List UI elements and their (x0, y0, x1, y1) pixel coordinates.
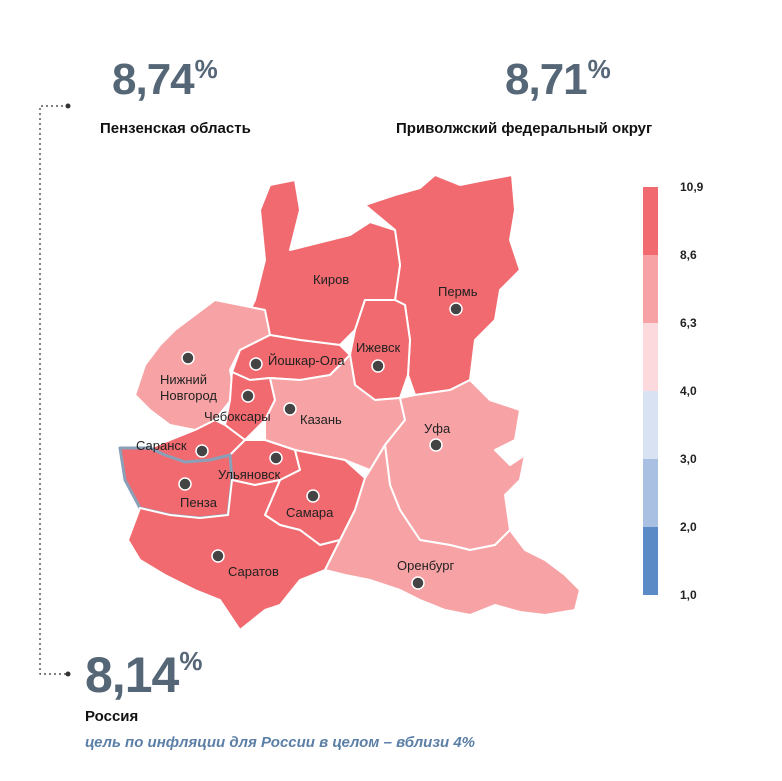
city-label-saratov: Саратов (228, 564, 279, 579)
city-dot-ulyanovsk (269, 451, 283, 465)
legend-tick-label: 6,3 (680, 316, 697, 330)
legend-segment (643, 187, 658, 255)
city-dot-saransk (195, 444, 209, 458)
city-label-orenburg: Оренбург (397, 558, 454, 573)
city-dot-yoshkar-ola (249, 357, 263, 371)
city-markers: Пермь Киров Ижевск Йошкар-Ола Нижний Нов… (136, 272, 478, 590)
city-label-saransk: Саранск (136, 438, 187, 453)
city-dot-saratov (211, 549, 225, 563)
legend-tick-label: 8,6 (680, 248, 697, 262)
city-dot-orenburg (411, 576, 425, 590)
city-label-samara: Самара (286, 505, 334, 520)
legend-tick-label: 4,0 (680, 384, 697, 398)
penza-region-label: Пензенская область (100, 120, 251, 137)
city-label-kazan: Казань (300, 412, 342, 427)
russia-label: Россия (85, 708, 139, 725)
legend-tick-label: 3,0 (680, 452, 697, 466)
city-label-yoshkar-ola: Йошкар-Ола (268, 353, 345, 368)
legend-segment (643, 391, 658, 459)
city-dot-ufa (429, 438, 443, 452)
city-label-ufa: Уфа (424, 421, 451, 436)
city-label-perm: Пермь (438, 284, 478, 299)
city-dot-nizhny-novgorod (181, 351, 195, 365)
legend-tick-label: 2,0 (680, 520, 697, 534)
legend-segment (643, 323, 658, 391)
city-label-kirov: Киров (313, 272, 349, 287)
russia-stat: 8,14% (85, 646, 202, 703)
city-label-izhevsk: Ижевск (356, 340, 401, 355)
pfo-region-label: Приволжский федеральный округ (396, 120, 653, 137)
pfo-stat: 8,71% (505, 54, 611, 104)
penza-stat: 8,74% (112, 54, 218, 104)
city-dot-izhevsk (371, 359, 385, 373)
city-dot-cheboksary (241, 389, 255, 403)
legend-segment (643, 459, 658, 527)
russia-inflation-value: 8,14% (85, 646, 202, 703)
penza-inflation-value: 8,74% (112, 54, 218, 104)
pfo-inflation-value: 8,71% (505, 54, 611, 104)
city-label-ulyanovsk: Ульяновск (218, 467, 280, 482)
city-dot-kazan (283, 402, 297, 416)
city-dot-perm (449, 302, 463, 316)
city-label-cheboksary: Чебоксары (204, 409, 271, 424)
legend-tick-label: 1,0 (680, 588, 697, 602)
city-dot-penza (178, 477, 192, 491)
city-dot-samara (306, 489, 320, 503)
city-label-penza: Пенза (180, 495, 218, 510)
legend-segment (643, 527, 658, 595)
legend-tick-label: 10,9 (680, 180, 704, 194)
legend-segment (643, 255, 658, 323)
region-orenburg[interactable] (324, 444, 581, 616)
inflation-target-note: цель по инфляции для России в целом – вб… (85, 734, 476, 751)
city-label-nizhny-novgorod: Нижний Новгород (160, 372, 217, 403)
